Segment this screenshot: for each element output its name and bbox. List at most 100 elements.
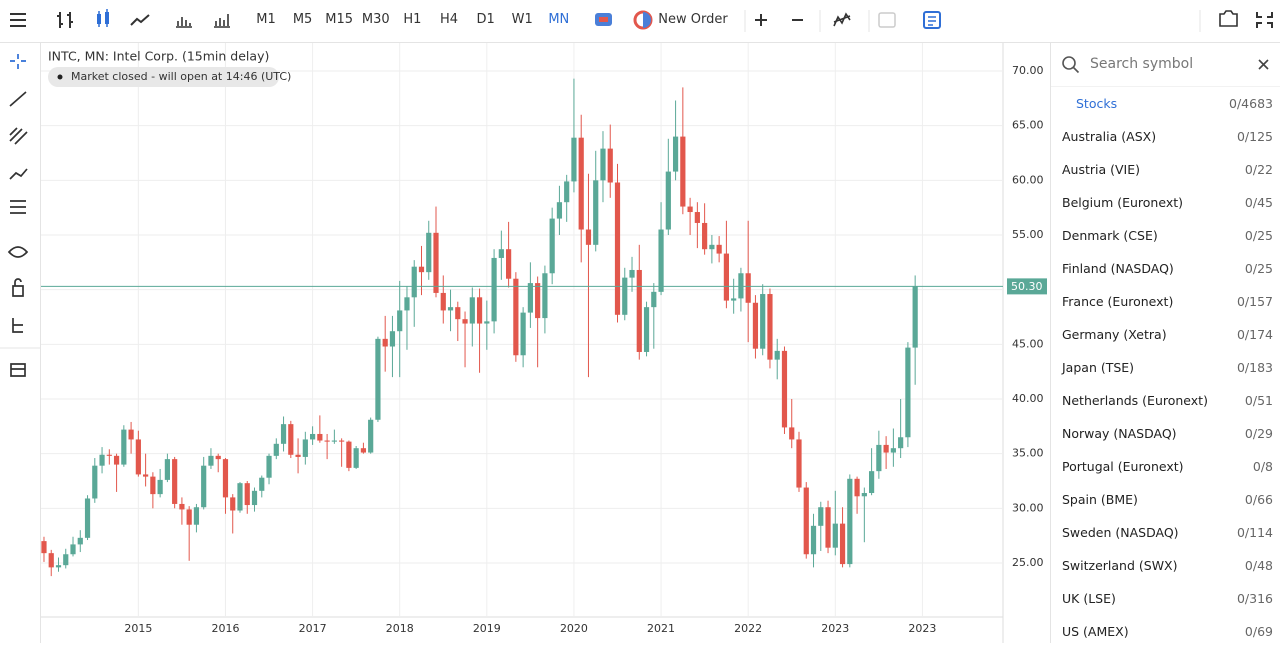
- visibility-tool[interactable]: [7, 246, 29, 258]
- candle-body: [781, 350, 788, 428]
- timeframe-button[interactable]: D1: [476, 12, 495, 27]
- timeframe-button[interactable]: M15: [325, 12, 354, 27]
- candle-body: [368, 419, 374, 453]
- timeframe-button[interactable]: H4: [439, 12, 459, 27]
- group-name: France (Euronext): [1062, 294, 1174, 309]
- candle-body: [302, 439, 308, 457]
- symbol-group-row[interactable]: Netherlands (Euronext) 0/51: [1062, 393, 1273, 413]
- candle-body: [375, 338, 381, 420]
- candle-body: [564, 181, 570, 203]
- candle-body: [912, 286, 918, 348]
- candle-body: [622, 277, 628, 315]
- candle-body: [789, 427, 795, 440]
- symbol-group-row[interactable]: Portugal (Euronext) 0/8: [1062, 459, 1273, 479]
- candle-body: [346, 441, 352, 468]
- y-tick-label: 40.00: [1012, 392, 1044, 405]
- timeframe-button[interactable]: W1: [511, 12, 533, 27]
- group-count: 0/183: [1236, 360, 1273, 375]
- candle-body: [397, 310, 403, 332]
- group-row[interactable]: Stocks 0/4683: [1062, 96, 1273, 116]
- volume-icon[interactable]: [176, 17, 192, 28]
- candle-body: [796, 439, 802, 488]
- notes-icon[interactable]: [923, 11, 941, 29]
- candle-body: [135, 439, 141, 475]
- chart-title: INTC, MN: Intel Corp. (15min delay): [48, 49, 269, 64]
- symbol-group-row[interactable]: France (Euronext) 0/157: [1062, 294, 1273, 314]
- y-tick-label: 35.00: [1012, 447, 1044, 460]
- symbol-group-row[interactable]: Australia (ASX) 0/125: [1062, 129, 1273, 149]
- screenshot-icon[interactable]: [1219, 10, 1238, 27]
- grid: [41, 43, 1003, 617]
- candle-body: [752, 302, 759, 349]
- candles-icon[interactable]: [97, 9, 109, 27]
- candle-body: [513, 278, 519, 356]
- symbol-group-row[interactable]: Norway (NASDAQ) 0/29: [1062, 426, 1273, 446]
- candle-body: [462, 319, 468, 324]
- crosshair-tool[interactable]: [10, 54, 26, 69]
- search-input[interactable]: Search symbol: [1090, 56, 1194, 72]
- zoom-icons[interactable]: [755, 14, 803, 26]
- candle-body: [324, 440, 330, 442]
- candle-body: [143, 474, 149, 477]
- current-price-box: [1007, 278, 1047, 295]
- trendline-tool[interactable]: [9, 91, 27, 107]
- indicator-icon[interactable]: [214, 14, 230, 28]
- candle-body: [847, 478, 853, 565]
- notes-lines: [928, 16, 936, 26]
- candle-body: [469, 297, 475, 324]
- symbol-group-row[interactable]: Switzerland (SWX) 0/48: [1062, 558, 1273, 578]
- candle-body: [128, 429, 134, 440]
- new-order-button[interactable]: New Order: [658, 12, 728, 27]
- candle-body: [585, 229, 592, 245]
- bars-icon[interactable]: [57, 12, 73, 28]
- line-chart-icon[interactable]: [130, 14, 150, 26]
- candle-body: [600, 148, 606, 181]
- fullscreen-icon[interactable]: [1256, 12, 1273, 28]
- candle-body: [484, 321, 490, 324]
- candle-body: [614, 182, 621, 315]
- y-tick-label: 70.00: [1012, 64, 1044, 77]
- path-tool[interactable]: [9, 168, 28, 180]
- y-tick-label: 60.00: [1012, 173, 1044, 186]
- timeframe-button[interactable]: M5: [292, 12, 313, 27]
- group-count: 0/157: [1236, 294, 1273, 309]
- group-count: 0/22: [1244, 162, 1273, 177]
- lock-tool[interactable]: [12, 278, 24, 297]
- symbol-group-row[interactable]: UK (LSE) 0/316: [1062, 591, 1273, 611]
- symbol-group-row[interactable]: Finland (NASDAQ) 0/25: [1062, 261, 1273, 281]
- candle-body: [702, 222, 708, 250]
- candle-body: [520, 312, 526, 356]
- group-count: 0/8: [1252, 459, 1273, 474]
- fib-tool[interactable]: [10, 200, 26, 214]
- separators: [744, 10, 1201, 32]
- tree-tool[interactable]: [12, 318, 23, 333]
- candle-body: [309, 433, 316, 440]
- x-tick-label: 2021: [647, 622, 675, 635]
- group-name: Japan (TSE): [1062, 360, 1135, 375]
- y-tick-label: 65.00: [1012, 119, 1044, 132]
- candle-body: [353, 448, 359, 468]
- group-name: Portugal (Euronext): [1062, 459, 1184, 474]
- symbol-group-row[interactable]: Austria (VIE) 0/22: [1062, 162, 1273, 182]
- timeframe-button[interactable]: MN: [548, 12, 570, 27]
- candle-body: [339, 440, 345, 442]
- group-name: UK (LSE): [1062, 591, 1116, 606]
- menu-icon[interactable]: [10, 13, 26, 27]
- channel-tool[interactable]: [9, 127, 28, 145]
- symbol-group-row[interactable]: Germany (Xetra) 0/174: [1062, 327, 1273, 347]
- symbol-group-row[interactable]: Denmark (CSE) 0/25: [1062, 228, 1273, 248]
- candles: [41, 78, 918, 577]
- symbol-group-row[interactable]: Japan (TSE) 0/183: [1062, 360, 1273, 380]
- status-pill: [48, 67, 279, 87]
- layers-tool[interactable]: [10, 363, 26, 377]
- timeframe-button[interactable]: H1: [403, 12, 422, 27]
- symbol-group-row[interactable]: US (AMEX) 0/69: [1062, 624, 1273, 644]
- symbol-group-row[interactable]: Spain (BME) 0/66: [1062, 492, 1273, 512]
- timeframe-button[interactable]: M30: [361, 12, 390, 27]
- close-search[interactable]: [1258, 59, 1269, 70]
- group-count: 0/51: [1244, 393, 1273, 408]
- timeframe-button[interactable]: M1: [256, 12, 276, 27]
- symbol-group-row[interactable]: Belgium (Euronext) 0/45: [1062, 195, 1273, 215]
- symbol-group-row[interactable]: Sweden (NASDAQ) 0/114: [1062, 525, 1273, 545]
- indicators-icon[interactable]: [833, 12, 851, 27]
